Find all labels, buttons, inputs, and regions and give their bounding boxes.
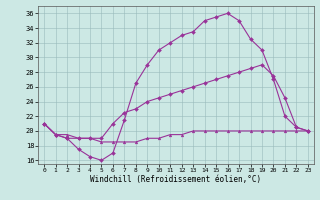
X-axis label: Windchill (Refroidissement éolien,°C): Windchill (Refroidissement éolien,°C): [91, 175, 261, 184]
